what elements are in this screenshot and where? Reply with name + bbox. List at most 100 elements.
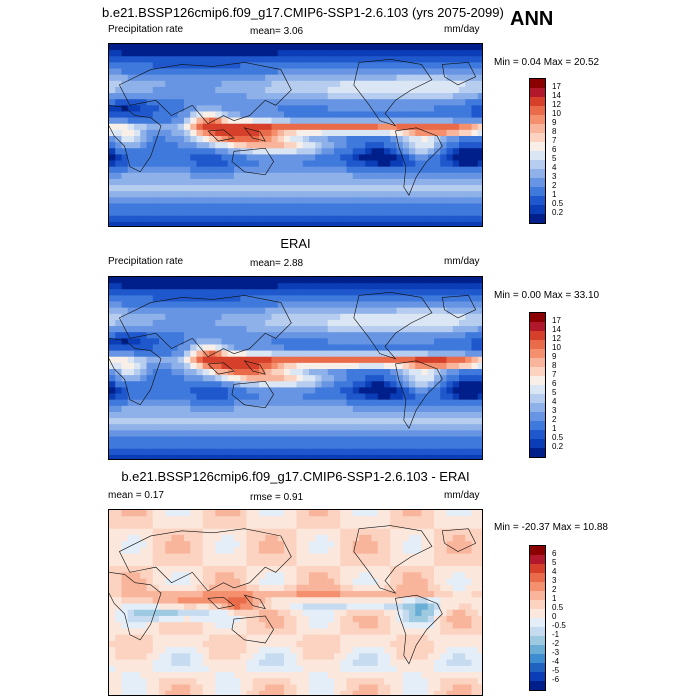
colorbar-tick-label: -6 (552, 675, 560, 684)
colorbar-tick-label: 5 (552, 388, 557, 397)
colorbar-tick-label: 8 (552, 127, 557, 136)
colorbar-swatch (530, 214, 545, 223)
colorbar-swatch (530, 403, 545, 412)
colorbar-swatch (530, 385, 545, 394)
colorbar-swatch (530, 421, 545, 430)
colorbar-tick-label: 1 (552, 424, 557, 433)
precip-field-difference (109, 510, 482, 695)
colorbar-tick-label: 17 (552, 316, 561, 325)
panel-3-mean-label: mean = 0.17 (108, 490, 164, 501)
colorbar-swatch (530, 609, 545, 618)
panel-2-title: ERAI (280, 236, 311, 251)
panel-2-minmax: Min = 0.00 Max = 33.10 (494, 290, 600, 301)
panel-1-colorbar (529, 78, 546, 224)
colorbar-tick-label: 1 (552, 190, 557, 199)
colorbar-swatch (530, 349, 545, 358)
colorbar-tick-label: 0.5 (552, 199, 564, 208)
colorbar-tick-label: -1 (552, 630, 560, 639)
panel-3-colorbar (529, 545, 546, 691)
colorbar-tick-label: 6 (552, 145, 557, 154)
colorbar-tick-label: -5 (552, 666, 560, 675)
colorbar-swatch (530, 645, 545, 654)
colorbar-tick-label: 8 (552, 361, 557, 370)
colorbar-swatch (530, 573, 545, 582)
colorbar-swatch (530, 663, 545, 672)
panel-2-variable-label: Precipitation rate (108, 256, 184, 267)
colorbar-swatch (530, 564, 545, 573)
panel-3-field (109, 510, 482, 695)
panel-1-field (109, 44, 482, 226)
colorbar-swatch (530, 358, 545, 367)
colorbar-swatch (530, 142, 545, 151)
coastlines (109, 292, 477, 429)
colorbar-tick-label: 2 (552, 181, 557, 190)
colorbar-tick-label: 6 (552, 549, 557, 558)
precip-field-erai (109, 277, 482, 459)
colorbar-tick-label: 4 (552, 397, 557, 406)
panel-1-map (108, 43, 483, 227)
colorbar-swatch (530, 412, 545, 421)
colorbar-tick-label: 1 (552, 594, 557, 603)
colorbar-swatch (530, 546, 545, 555)
colorbar-tick-label: 7 (552, 370, 557, 379)
colorbar-swatch (530, 97, 545, 106)
colorbar-swatch (530, 439, 545, 448)
colorbar-tick-label: 17 (552, 82, 561, 91)
colorbar-swatch (530, 448, 545, 457)
panel-2-mean-label: mean= 2.88 (250, 258, 304, 269)
colorbar-swatch (530, 582, 545, 591)
colorbar-swatch (530, 430, 545, 439)
colorbar-swatch (530, 151, 545, 160)
panel-3-rmse-label: rmse = 0.91 (250, 492, 304, 503)
colorbar-swatch (530, 394, 545, 403)
colorbar-swatch (530, 115, 545, 124)
colorbar-swatch (530, 367, 545, 376)
colorbar-tick-label: 2 (552, 585, 557, 594)
colorbar-tick-label: 0.5 (552, 433, 564, 442)
colorbar-tick-label: 7 (552, 136, 557, 145)
colorbar-swatch (530, 124, 545, 133)
colorbar-tick-label: -3 (552, 648, 560, 657)
colorbar-swatch (530, 618, 545, 627)
colorbar-tick-label: 5 (552, 154, 557, 163)
colorbar-tick-label: 12 (552, 334, 561, 343)
colorbar-tick-label: 3 (552, 172, 557, 181)
panel-3-units-label: mm/day (444, 490, 480, 501)
colorbar-swatch (530, 133, 545, 142)
colorbar-swatch (530, 636, 545, 645)
colorbar-tick-label: 0.2 (552, 208, 564, 217)
colorbar-tick-label: 4 (552, 163, 557, 172)
colorbar-swatch (530, 313, 545, 322)
colorbar-swatch (530, 555, 545, 564)
colorbar-tick-label: 14 (552, 325, 561, 334)
colorbar-tick-label: 12 (552, 100, 561, 109)
colorbar-tick-label: 0 (552, 612, 557, 621)
colorbar-swatch (530, 627, 545, 636)
colorbar-swatch (530, 160, 545, 169)
colorbar-tick-label: -0.5 (552, 621, 566, 630)
panel-2-units-label: mm/day (444, 256, 480, 267)
colorbar-tick-label: 9 (552, 118, 557, 127)
colorbar-tick-label: 3 (552, 406, 557, 415)
colorbar-tick-label: 14 (552, 91, 561, 100)
colorbar-swatch (530, 187, 545, 196)
colorbar-tick-label: 5 (552, 558, 557, 567)
panel-2-field (109, 277, 482, 459)
panel-1-minmax: Min = 0.04 Max = 20.52 (494, 57, 600, 68)
colorbar-tick-label: 9 (552, 352, 557, 361)
coastlines (109, 525, 477, 665)
coastlines (109, 59, 477, 196)
colorbar-tick-label: 4 (552, 567, 557, 576)
panel-1-title: b.e21.BSSP126cmip6.f09_g17.CMIP6-SSP1-2.… (102, 5, 504, 20)
colorbar-swatch (530, 169, 545, 178)
season-label: ANN (510, 8, 554, 30)
colorbar-tick-label: 0.5 (552, 603, 564, 612)
colorbar-swatch (530, 681, 545, 690)
panel-2-colorbar-labels: 17 14 12 10 9 8 7 6 5 4 3 2 1 0.5 0.2 (552, 312, 592, 458)
panel-3-title: b.e21.BSSP126cmip6.f09_g17.CMIP6-SSP1-2.… (121, 469, 470, 484)
colorbar-swatch (530, 106, 545, 115)
colorbar-tick-label: -4 (552, 657, 560, 666)
colorbar-swatch (530, 79, 545, 88)
panel-3-map (108, 509, 483, 696)
colorbar-tick-label: -2 (552, 639, 560, 648)
